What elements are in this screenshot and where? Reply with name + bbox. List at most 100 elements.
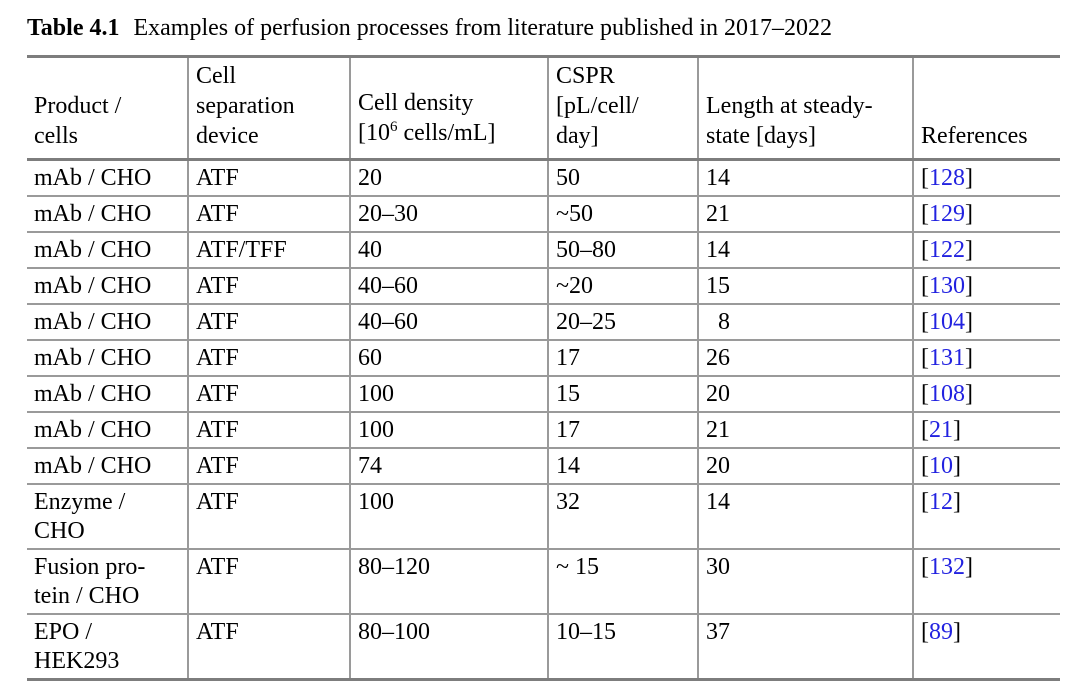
cell-product-cells: Enzyme / CHO [27, 484, 189, 549]
cell-product-cells: mAb / CHO [27, 268, 189, 304]
cell-product-cells: EPO / HEK293 [27, 614, 189, 680]
cell-length-steady-state: 8 [698, 304, 914, 340]
cell-reference: [108] [913, 376, 1060, 412]
cell-cell-density: 20 [350, 159, 549, 196]
ref-bracket-open: [ [921, 309, 929, 335]
cell-length-steady-state: 14 [698, 484, 914, 549]
cell-reference: [10] [913, 448, 1060, 484]
header-cspr: CSPR [pL/cell/ day] [548, 56, 699, 160]
reference-link[interactable]: 132 [929, 554, 965, 580]
ref-bracket-close: ] [965, 165, 973, 191]
reference-link[interactable]: 131 [929, 345, 965, 371]
cell-reference: [122] [913, 232, 1060, 268]
table-row: mAb / CHO ATF 74 14 20 [10] [27, 448, 1060, 484]
ref-bracket-open: [ [921, 489, 929, 515]
cell-product-cells: mAb / CHO [27, 448, 189, 484]
table-row: Enzyme / CHO ATF 100 32 14 [12] [27, 484, 1060, 549]
cell-separation-device: ATF [188, 196, 351, 232]
cell-cell-density: 80–100 [350, 614, 549, 680]
table-row: EPO / HEK293 ATF 80–100 10–15 37 [89] [27, 614, 1060, 680]
cell-reference: [131] [913, 340, 1060, 376]
cell-cell-density: 74 [350, 448, 549, 484]
ref-bracket-open: [ [921, 381, 929, 407]
cell-product-cells: mAb / CHO [27, 340, 189, 376]
cell-product-cells: mAb / CHO [27, 159, 189, 196]
reference-link[interactable]: 10 [929, 453, 953, 479]
perfusion-processes-table: Product / cells Cell separation device C… [27, 55, 1060, 681]
reference-link[interactable]: 104 [929, 309, 965, 335]
cell-length-steady-state: 14 [698, 232, 914, 268]
ref-bracket-close: ] [965, 201, 973, 227]
cell-length-steady-state: 14 [698, 159, 914, 196]
cell-cspr: 20–25 [548, 304, 699, 340]
cell-cell-density: 100 [350, 412, 549, 448]
ref-bracket-open: [ [921, 345, 929, 371]
header-row: Product / cells Cell separation device C… [27, 56, 1060, 160]
cell-length-steady-state: 15 [698, 268, 914, 304]
ref-bracket-open: [ [921, 453, 929, 479]
table-row: mAb / CHO ATF 60 17 26 [131] [27, 340, 1060, 376]
reference-link[interactable]: 129 [929, 201, 965, 227]
cell-separation-device: ATF [188, 484, 351, 549]
ref-bracket-open: [ [921, 273, 929, 299]
cell-cell-density: 40–60 [350, 304, 549, 340]
reference-link[interactable]: 21 [929, 417, 953, 443]
cell-cell-density: 40–60 [350, 268, 549, 304]
cell-cspr: 50–80 [548, 232, 699, 268]
ref-bracket-close: ] [965, 345, 973, 371]
cell-cspr: 14 [548, 448, 699, 484]
superscript-6: 6 [390, 119, 398, 135]
cell-separation-device: ATF [188, 340, 351, 376]
cell-cspr: 17 [548, 340, 699, 376]
reference-link[interactable]: 122 [929, 237, 965, 263]
cell-cell-density: 80–120 [350, 549, 549, 614]
cell-separation-device: ATF/TFF [188, 232, 351, 268]
cell-cell-density: 40 [350, 232, 549, 268]
ref-bracket-open: [ [921, 201, 929, 227]
ref-bracket-open: [ [921, 619, 929, 645]
cell-cell-density: 100 [350, 484, 549, 549]
cell-length-steady-state: 21 [698, 196, 914, 232]
cell-cspr: 15 [548, 376, 699, 412]
cell-reference: [21] [913, 412, 1060, 448]
table-row: mAb / CHO ATF 100 17 21 [21] [27, 412, 1060, 448]
reference-link[interactable]: 108 [929, 381, 965, 407]
cell-length-steady-state: 20 [698, 448, 914, 484]
header-length-steady-state: Length at steady- state [days] [698, 56, 914, 160]
ref-bracket-close: ] [953, 489, 961, 515]
ref-bracket-close: ] [953, 453, 961, 479]
cell-separation-device: ATF [188, 159, 351, 196]
cell-cell-density: 20–30 [350, 196, 549, 232]
cell-reference: [104] [913, 304, 1060, 340]
ref-bracket-close: ] [965, 273, 973, 299]
cell-separation-device: ATF [188, 412, 351, 448]
cell-cell-density: 100 [350, 376, 549, 412]
ref-bracket-close: ] [953, 417, 961, 443]
ref-bracket-close: ] [965, 554, 973, 580]
cell-product-cells: mAb / CHO [27, 304, 189, 340]
ref-bracket-close: ] [965, 309, 973, 335]
cell-separation-device: ATF [188, 448, 351, 484]
table-row: mAb / CHO ATF 20–30 ~50 21 [129] [27, 196, 1060, 232]
header-product-cells: Product / cells [27, 56, 189, 160]
cell-reference: [129] [913, 196, 1060, 232]
table-row: mAb / CHO ATF 40–60 ~20 15 [130] [27, 268, 1060, 304]
reference-link[interactable]: 128 [929, 165, 965, 191]
cell-separation-device: ATF [188, 549, 351, 614]
cell-reference: [130] [913, 268, 1060, 304]
cell-length-steady-state: 20 [698, 376, 914, 412]
cell-length-steady-state: 26 [698, 340, 914, 376]
reference-link[interactable]: 12 [929, 489, 953, 515]
reference-link[interactable]: 130 [929, 273, 965, 299]
ref-bracket-close: ] [953, 619, 961, 645]
cell-product-cells: mAb / CHO [27, 232, 189, 268]
reference-link[interactable]: 89 [929, 619, 953, 645]
table-row: mAb / CHO ATF 40–60 20–25 8 [104] [27, 304, 1060, 340]
ref-bracket-close: ] [965, 381, 973, 407]
ref-bracket-open: [ [921, 417, 929, 443]
cell-cspr: 32 [548, 484, 699, 549]
cell-cspr: ~ 15 [548, 549, 699, 614]
cell-reference: [89] [913, 614, 1060, 680]
cell-cspr: ~50 [548, 196, 699, 232]
